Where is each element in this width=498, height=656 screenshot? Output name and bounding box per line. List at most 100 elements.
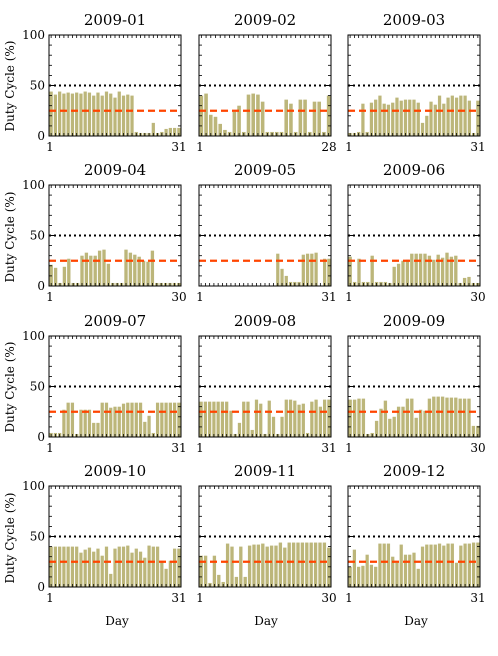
bar-day-21: [137, 256, 141, 286]
bar-day-8: [79, 552, 83, 587]
panel-title: 2009-12: [383, 462, 445, 480]
bar-day-22: [288, 399, 293, 437]
bar-day-9: [83, 549, 87, 587]
bar-day-4: [62, 266, 67, 286]
bar-day-4: [361, 398, 366, 437]
bar-day-24: [449, 256, 454, 286]
bar-day-28: [467, 398, 471, 437]
bar-day-16: [113, 97, 117, 136]
bar-day-18: [420, 546, 425, 587]
bar-day-8: [378, 543, 382, 587]
bar-day-12: [395, 562, 399, 587]
bar-day-24: [300, 542, 305, 587]
y-tick-label: 0: [37, 129, 45, 143]
bar-day-6: [220, 401, 225, 437]
bar-day-15: [410, 253, 414, 286]
bar-day-23: [143, 557, 147, 587]
y-axis-label-row-1: Duty Cycle (%): [3, 41, 17, 132]
bar-day-20: [280, 416, 284, 437]
bar-day-12: [96, 92, 100, 136]
bar-day-26: [317, 101, 321, 136]
bar-day-4: [213, 116, 218, 136]
bar-day-22: [437, 95, 442, 136]
bar-day-30: [322, 258, 327, 286]
bar-day-30: [327, 547, 331, 587]
x-tick-label: 31: [470, 140, 485, 154]
bar-day-5: [365, 554, 369, 587]
y-axis-label-row-3: Duty Cycle (%): [3, 342, 17, 433]
bar-day-2: [53, 267, 58, 286]
bar-day-25: [151, 122, 155, 136]
bar-day-5: [66, 546, 70, 587]
y-tick-label: 0: [37, 279, 45, 293]
bar-day-8: [378, 95, 382, 136]
bar-day-4: [361, 565, 365, 587]
bar-day-31: [327, 399, 331, 437]
bar-day-29: [168, 402, 172, 437]
bar-day-30: [476, 425, 480, 437]
bar-day-5: [218, 123, 222, 136]
bar-day-17: [416, 568, 420, 587]
bar-day-28: [164, 568, 168, 587]
y-tick-label: 100: [22, 479, 45, 493]
bar-day-28: [314, 399, 318, 437]
bar-day-18: [271, 416, 276, 437]
bar-day-7: [374, 566, 378, 587]
bar-day-7: [75, 546, 79, 587]
bar-day-10: [87, 547, 92, 587]
bar-day-6: [369, 564, 374, 587]
bar-day-2: [203, 401, 208, 437]
bar-day-14: [405, 259, 410, 286]
bar-day-21: [134, 402, 138, 437]
bar-day-23: [303, 99, 307, 136]
x-tick-label: 1: [46, 441, 54, 455]
bar-day-30: [172, 548, 177, 587]
bar-day-22: [291, 542, 296, 587]
bar-day-18: [274, 545, 278, 587]
bar-day-3: [357, 566, 361, 587]
x-tick-label: 31: [321, 290, 336, 304]
bar-day-5: [216, 401, 220, 437]
bar-day-23: [293, 400, 297, 437]
bar-day-10: [239, 546, 243, 587]
bar-day-8: [229, 410, 233, 437]
bar-day-21: [433, 104, 437, 136]
x-tick-label: 30: [321, 591, 336, 605]
bar-day-30: [172, 127, 177, 136]
bar-day-21: [284, 399, 288, 437]
bar-day-10: [87, 409, 92, 437]
bar-day-8: [230, 546, 234, 587]
bar-day-20: [432, 259, 436, 286]
bar-day-11: [391, 556, 395, 587]
panel-2009-04: 2009-04 0 50 100 1 30: [22, 161, 187, 304]
bar-day-5: [66, 92, 70, 136]
bar-day-10: [386, 543, 391, 587]
bar-day-1: [199, 401, 203, 437]
bar-day-3: [357, 398, 361, 437]
bar-day-4: [212, 401, 216, 437]
bar-day-26: [309, 542, 313, 587]
panel-2009-08: 2009-08 1 31: [196, 312, 336, 455]
panel-2009-11: 2009-11 1 30: [196, 462, 336, 605]
x-tick-label: 1: [196, 591, 204, 605]
bar-day-21: [433, 544, 437, 587]
bar-day-9: [382, 103, 386, 136]
bar-day-19: [278, 542, 283, 587]
bar-day-29: [471, 425, 476, 437]
x-tick-label: 31: [321, 441, 336, 455]
bar-day-11: [391, 102, 395, 136]
bar-day-27: [160, 402, 164, 437]
bar-day-19: [427, 398, 432, 437]
bar-day-20: [289, 103, 293, 136]
bar-day-21: [284, 275, 288, 286]
x-tick-label: 30: [470, 290, 485, 304]
bar-day-28: [463, 543, 467, 587]
bar-day-28: [314, 252, 318, 286]
bar-day-24: [446, 543, 450, 587]
bar-day-22: [138, 402, 143, 437]
panel-2009-12: 2009-12 1 31: [345, 462, 485, 605]
bar-day-19: [126, 402, 130, 437]
bar-day-18: [423, 410, 427, 437]
x-axis-label-col-1: Day: [105, 614, 129, 628]
bar-day-14: [106, 263, 111, 286]
